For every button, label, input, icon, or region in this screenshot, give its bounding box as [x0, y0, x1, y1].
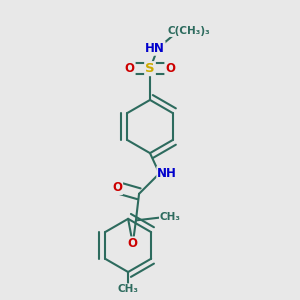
Text: S: S — [145, 62, 155, 75]
Text: CH₃: CH₃ — [118, 284, 139, 294]
Text: O: O — [165, 62, 175, 75]
Text: NH: NH — [157, 167, 177, 180]
Text: HN: HN — [145, 42, 165, 55]
Text: O: O — [128, 237, 138, 250]
Text: C(CH₃)₃: C(CH₃)₃ — [168, 26, 211, 36]
Text: O: O — [112, 181, 122, 194]
Text: CH₃: CH₃ — [160, 212, 181, 222]
Text: O: O — [125, 62, 135, 75]
